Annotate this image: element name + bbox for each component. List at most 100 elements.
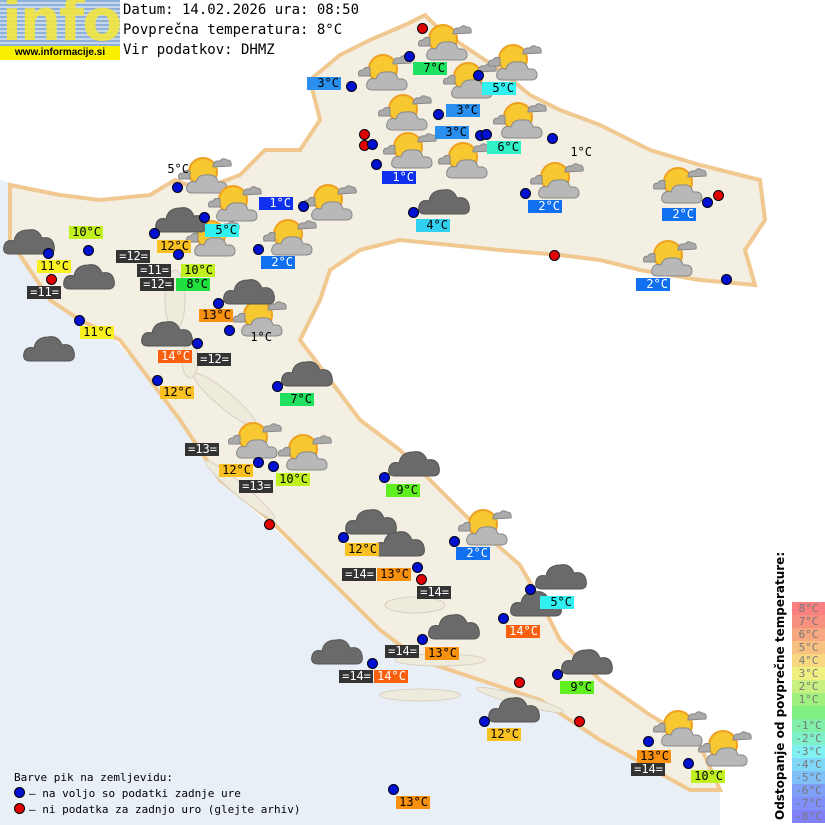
legend-available: – na voljo so podatki zadnje ure — [14, 786, 301, 802]
station-dot-available[interactable] — [388, 784, 399, 795]
station-dot-missing[interactable] — [416, 574, 427, 585]
partly-cloudy-icon — [207, 183, 263, 223]
partly-cloudy-icon — [529, 160, 585, 200]
deviation-scale: 8°C 7°C 6°C 5°C 4°C 3°C 2°C 1°C -1°C -2°C -3°C -4°C… — [792, 602, 825, 823]
station-dot-available[interactable] — [449, 536, 460, 547]
station-dot-available[interactable] — [346, 81, 357, 92]
scale-step — [792, 706, 825, 719]
partly-cloudy-icon — [652, 165, 708, 205]
cloudy-icon — [344, 500, 400, 540]
station-dot-missing[interactable] — [549, 250, 560, 261]
station-dot-available[interactable] — [172, 182, 183, 193]
cloudy-icon — [62, 255, 118, 295]
air-temperature-label: 1°C — [259, 197, 293, 210]
station-dot-missing[interactable] — [574, 716, 585, 727]
station-dot-available[interactable] — [520, 188, 531, 199]
air-temperature-label: 10°C — [181, 264, 215, 277]
station-dot-available[interactable] — [371, 159, 382, 170]
partly-cloudy-icon — [697, 728, 753, 768]
station-dot-available[interactable] — [525, 584, 536, 595]
station-dot-available[interactable] — [272, 381, 283, 392]
station-dot-available[interactable] — [412, 562, 423, 573]
station-dot-available[interactable] — [298, 201, 309, 212]
partly-cloudy-icon — [277, 432, 333, 472]
station-dot-available[interactable] — [43, 248, 54, 259]
station-dot-available[interactable] — [643, 736, 654, 747]
air-temperature-label: 2°C — [528, 200, 562, 213]
station-dot-missing[interactable] — [46, 274, 57, 285]
station-dot-available[interactable] — [83, 245, 94, 256]
air-temperature-label: 14°C — [158, 350, 192, 363]
partly-cloudy-icon — [487, 42, 543, 82]
station-dot-available[interactable] — [268, 461, 279, 472]
station-dot-missing[interactable] — [514, 677, 525, 688]
station-dot-available[interactable] — [498, 613, 509, 624]
scale-step: 7°C — [792, 615, 825, 628]
air-temperature-label: 11°C — [80, 326, 114, 339]
station-dot-available[interactable] — [213, 298, 224, 309]
station-dot-available[interactable] — [417, 634, 428, 645]
cloudy-icon — [387, 442, 443, 482]
croatia-land — [8, 12, 768, 792]
station-dot-available[interactable] — [224, 325, 235, 336]
logo[interactable]: info www.informacije.si — [0, 0, 120, 60]
partly-cloudy-icon — [232, 298, 288, 338]
scale-step: -5°C — [792, 771, 825, 784]
cloudy-icon — [22, 327, 78, 367]
station-dot-available[interactable] — [199, 212, 210, 223]
station-dot-missing[interactable] — [713, 190, 724, 201]
air-temperature-label: 12°C — [345, 543, 379, 556]
air-temperature-label: 2°C — [636, 278, 670, 291]
air-temperature-label: 3°C — [446, 104, 480, 117]
scale-step: 3°C — [792, 667, 825, 680]
station-dot-available[interactable] — [683, 758, 694, 769]
station-dot-available[interactable] — [253, 244, 264, 255]
air-temperature-label: 1°C — [570, 145, 592, 159]
station-dot-available[interactable] — [192, 338, 203, 349]
sea-temperature-label: =13= — [239, 480, 273, 493]
air-temperature-label: 3°C — [307, 77, 341, 90]
air-temperature-label: 9°C — [386, 484, 420, 497]
station-dot-available[interactable] — [702, 197, 713, 208]
station-dot-available[interactable] — [152, 375, 163, 386]
air-temperature-label: 13°C — [425, 647, 459, 660]
station-dot-available[interactable] — [367, 139, 378, 150]
station-dot-available[interactable] — [379, 472, 390, 483]
air-temperature-label: 10°C — [276, 473, 310, 486]
source-line: Vir podatkov: DHMZ — [123, 42, 275, 58]
station-dot-available[interactable] — [433, 109, 444, 120]
station-dot-missing[interactable] — [264, 519, 275, 530]
dot-legend: Barve pik na zemljevidu: – na voljo so p… — [14, 770, 301, 818]
station-dot-available[interactable] — [479, 716, 490, 727]
station-dot-available[interactable] — [74, 315, 85, 326]
logo-url[interactable]: www.informacije.si — [0, 46, 120, 60]
station-dot-available[interactable] — [149, 228, 160, 239]
partly-cloudy-icon — [262, 217, 318, 257]
scale-step: -6°C — [792, 784, 825, 797]
station-dot-missing[interactable] — [359, 129, 370, 140]
scale-step: 1°C — [792, 693, 825, 706]
station-dot-available[interactable] — [367, 658, 378, 669]
station-dot-available[interactable] — [481, 129, 492, 140]
station-dot-available[interactable] — [408, 207, 419, 218]
station-dot-available[interactable] — [404, 51, 415, 62]
avg-temp-line: Povprečna temperatura: 8°C — [123, 22, 343, 38]
scale-step: 2°C — [792, 680, 825, 693]
air-temperature-label: 2°C — [456, 547, 490, 560]
partly-cloudy-icon — [227, 420, 283, 460]
station-dot-available[interactable] — [253, 457, 264, 468]
air-temperature-label: 13°C — [199, 309, 233, 322]
sea-temperature-label: =12= — [197, 353, 231, 366]
air-temperature-label: 12°C — [487, 728, 521, 741]
station-dot-available[interactable] — [338, 532, 349, 543]
air-temperature-label: 5°C — [482, 82, 516, 95]
station-dot-available[interactable] — [552, 669, 563, 680]
station-dot-missing[interactable] — [417, 23, 428, 34]
station-dot-available[interactable] — [173, 249, 184, 260]
sea-temperature-label: =12= — [140, 278, 174, 291]
station-dot-available[interactable] — [547, 133, 558, 144]
air-temperature-label: 1°C — [250, 330, 272, 344]
station-dot-available[interactable] — [721, 274, 732, 285]
station-dot-available[interactable] — [473, 70, 484, 81]
scale-step: -8°C — [792, 810, 825, 823]
